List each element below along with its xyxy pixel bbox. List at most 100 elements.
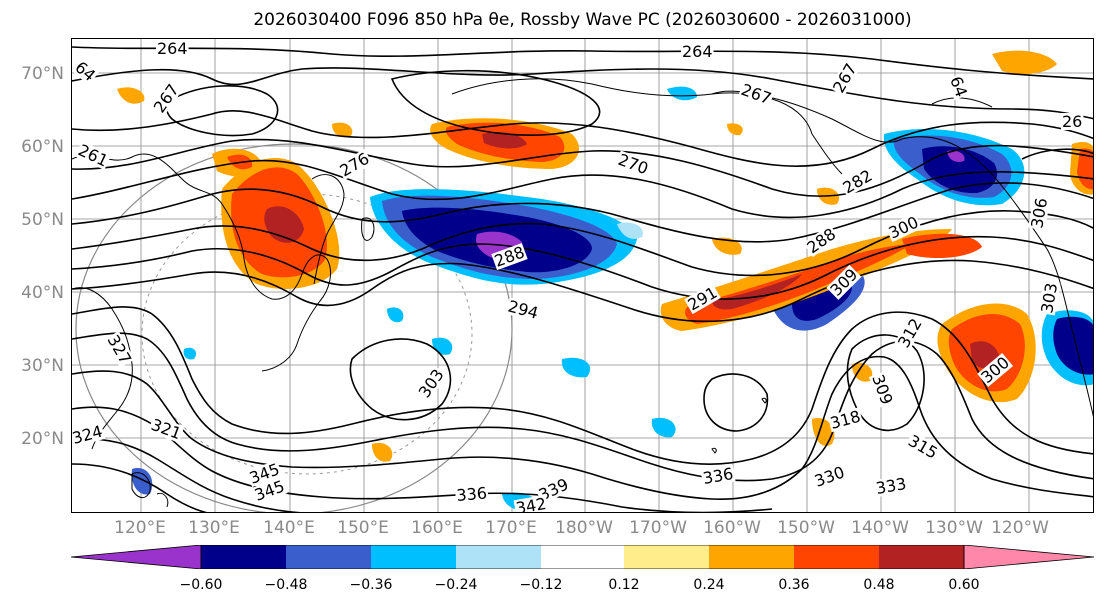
contour-label-bg — [811, 463, 848, 491]
colorbar-segment — [879, 545, 964, 569]
map-title: 2026030400 F096 850 hPa θe, Rossby Wave … — [253, 10, 912, 30]
contour-label-bg — [1028, 195, 1051, 231]
contour-label-bg — [700, 464, 736, 488]
colorbar-tick-label: 0.12 — [608, 577, 640, 593]
colorbar-border — [200, 545, 965, 569]
contour-label: 64 — [946, 74, 971, 100]
lon-label-160e: 160°E — [411, 518, 463, 538]
colorbar-segment — [624, 545, 709, 569]
contour-label: 324 — [72, 422, 105, 448]
contour-label-bg — [72, 57, 100, 86]
contour-label-bg — [505, 297, 542, 323]
colorbar-segment — [709, 545, 794, 569]
contour-label: 303 — [415, 365, 448, 401]
contour-label-bg — [491, 243, 528, 271]
colorbar-segment — [794, 545, 879, 569]
contour-label: 321 — [149, 415, 184, 443]
reference-circle-inner — [141, 193, 473, 475]
contour-label-bg — [414, 365, 448, 402]
contour-label-bg — [156, 40, 189, 57]
contour-label-bg — [894, 314, 926, 352]
colorbar-tick-label: 0.36 — [778, 577, 810, 593]
contour-label: 318 — [828, 407, 862, 433]
colorbar-segment-gt-060 — [963, 545, 1094, 569]
lat-label-70n: 70°N — [21, 64, 64, 84]
contour-label-bg — [803, 224, 840, 258]
contour-label: 282 — [840, 166, 876, 198]
lon-label-170e: 170°E — [485, 518, 537, 538]
contour-label: 333 — [874, 474, 907, 498]
lon-label-150w: 150°W — [777, 518, 835, 538]
contour-label-bg — [826, 264, 862, 300]
colorbar-tick-label: 0.60 — [948, 577, 980, 593]
theta-e-contours — [72, 46, 1093, 512]
contour-label-bg — [885, 212, 922, 243]
map-panel: 264 264 267 267 267 261 276 270 282 288 … — [71, 38, 1094, 513]
colorbar-tick-label: −0.24 — [434, 577, 478, 593]
colorbar-segment-lt-n060 — [71, 545, 202, 569]
lon-label-130w: 130°W — [925, 518, 983, 538]
contour-label-bg — [513, 494, 549, 512]
contour-label-bg — [684, 283, 721, 315]
lat-label-30n: 30°N — [21, 356, 64, 376]
lon-label-120w: 120°W — [991, 518, 1049, 538]
contour-label-bg — [873, 474, 909, 498]
contour-label: 309 — [868, 372, 896, 407]
lat-label-40n: 40°N — [21, 283, 64, 303]
contour-label: 303 — [1037, 281, 1061, 314]
lat-label-50n: 50°N — [21, 210, 64, 230]
contour-label-bg — [615, 150, 652, 178]
contour-label: 276 — [337, 149, 373, 181]
reference-circle — [75, 143, 513, 512]
contour-label-bg — [74, 140, 112, 171]
colorbar — [71, 545, 1094, 569]
contour-label: 26 — [1062, 112, 1082, 131]
colorbar-tick-label: 0.24 — [693, 577, 725, 593]
contour-label: 327 — [104, 332, 136, 368]
contour-label: 342 — [514, 494, 547, 513]
contour-label: 267 — [739, 80, 774, 108]
contour-label-bg — [251, 477, 288, 505]
colorbar-segment — [201, 545, 286, 569]
contour-label-bg — [148, 415, 185, 443]
lon-label-160w: 160°W — [703, 518, 761, 538]
contour-label-bg — [1061, 113, 1084, 130]
colorbar-tick-label: 0.48 — [863, 577, 895, 593]
contour-label: 264 — [682, 42, 713, 61]
lon-label-140w: 140°W — [851, 518, 909, 538]
colorbar-segment — [286, 545, 371, 569]
colorbar-segment — [371, 545, 456, 569]
contour-label-bg — [904, 431, 942, 463]
colorbar-tick-label: −0.60 — [179, 577, 223, 593]
lon-label-150e: 150°E — [337, 518, 389, 538]
contour-label: 336 — [456, 483, 488, 505]
contour-label-bg — [839, 166, 876, 198]
contour-label-bg — [149, 80, 183, 117]
contour-label-bg — [72, 422, 106, 448]
contour-label-bg — [829, 59, 861, 97]
colorbar-tick-label: −0.48 — [264, 577, 308, 593]
contour-label: 267 — [150, 80, 183, 116]
map-svg: 264 264 267 267 267 261 276 270 282 288 … — [72, 39, 1093, 513]
contour-label-bg — [681, 43, 714, 60]
negative-anomalies — [131, 86, 1093, 511]
lat-label-60n: 60°N — [21, 137, 64, 157]
contour-label: 336 — [701, 464, 734, 488]
lon-label-170w: 170°W — [629, 518, 687, 538]
contour-label: 312 — [894, 315, 926, 351]
contour-label: 330 — [812, 462, 847, 490]
contour-label-bg — [246, 460, 283, 488]
colorbar-tick-label: −0.12 — [519, 577, 563, 593]
contour-label-bg — [827, 407, 864, 433]
contour-label: 315 — [905, 431, 941, 463]
lon-label-140e: 140°E — [263, 518, 315, 538]
contour-label-bg — [738, 80, 775, 108]
colorbar-tick-label: −0.36 — [349, 577, 393, 593]
contour-label-bg — [977, 352, 1014, 387]
contour-label-bg — [454, 484, 489, 505]
contour-label: 306 — [1027, 196, 1051, 229]
colorbar-segment — [541, 545, 624, 569]
contour-label-bg — [103, 331, 135, 368]
contour-label-bg — [868, 371, 896, 408]
contour-label-bg — [946, 73, 971, 101]
